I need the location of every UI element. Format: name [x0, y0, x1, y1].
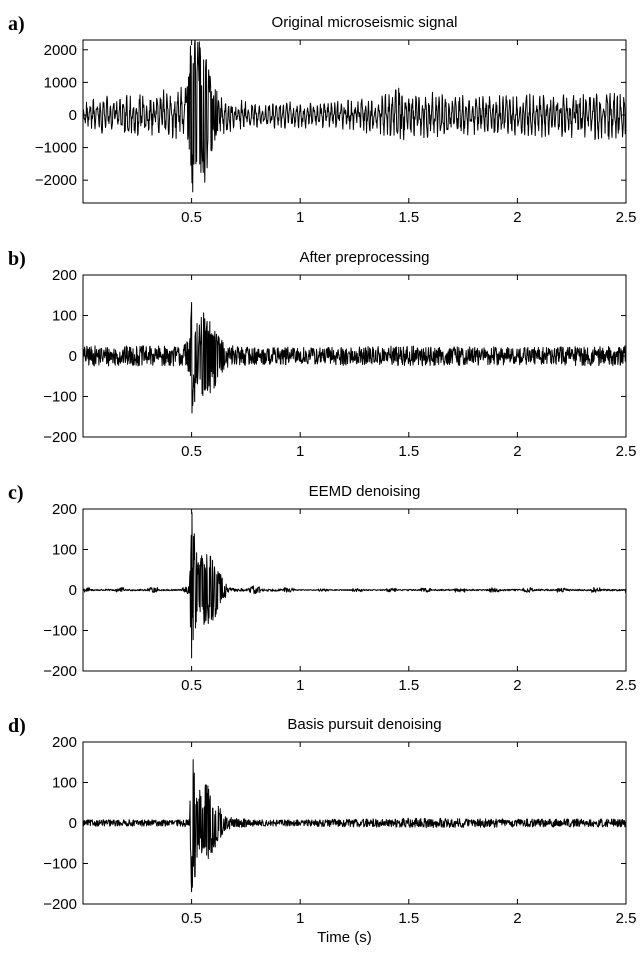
plot-frame — [82, 39, 627, 204]
panel-title: EEMD denoising — [309, 483, 421, 500]
panel-title: Original microseismic signal — [272, 14, 458, 31]
y-tick-label: 100 — [52, 308, 77, 325]
x-tick-label: 0.5 — [181, 910, 202, 927]
y-tick-label: 0 — [69, 815, 77, 832]
x-tick-label: 2 — [513, 677, 521, 694]
signal-trace — [83, 40, 626, 193]
x-tick-label: 2.5 — [616, 209, 637, 226]
y-tick-label: 2000 — [44, 42, 77, 59]
y-tick-label: −100 — [43, 623, 77, 640]
panel-1: a) Original microseismic signal 0.5 1 1.5 2 2.… — [8, 13, 636, 226]
x-tick-label: 1.5 — [398, 677, 419, 694]
panel-title: After preprocessing — [299, 249, 429, 266]
x-tick-label: 0.5 — [181, 209, 202, 226]
panel-letter: c) — [8, 482, 24, 504]
y-tick-label: 200 — [52, 734, 77, 751]
panel-4: d) Basis pursuit denoising 0.5 1 1.5 2 2.5 200 1… — [8, 715, 636, 946]
x-tick-label: 2.5 — [616, 443, 637, 460]
y-tick-label: 200 — [52, 267, 77, 284]
y-tick-label: 100 — [52, 542, 77, 559]
x-tick-label: 1.5 — [398, 910, 419, 927]
panel-letter: d) — [8, 715, 26, 737]
x-tick-label: 2 — [513, 910, 521, 927]
y-tick-label: 0 — [69, 582, 77, 599]
y-tick-label: −100 — [43, 856, 77, 873]
x-tick-label: 1 — [296, 443, 304, 460]
x-tick-label: 1 — [296, 209, 304, 226]
y-tick-label: 0 — [69, 348, 77, 365]
panel-letter: b) — [8, 248, 26, 270]
y-tick-label: 1000 — [44, 74, 77, 91]
panel-2: b) After preprocessing 0.5 1 1.5 2 2.5 200 100 0 −… — [8, 248, 636, 460]
x-tick-label: 1 — [296, 677, 304, 694]
x-tick-label: 1.5 — [398, 443, 419, 460]
x-axis-label: Time (s) — [317, 929, 371, 946]
panel-letter: a) — [8, 13, 25, 35]
y-tick-label: −1000 — [35, 140, 77, 157]
panel-3: c) EEMD denoising 0.5 1 1.5 2 2.5 200 100 0 −100 −2… — [8, 482, 636, 694]
y-tick-label: −100 — [43, 389, 77, 406]
y-tick-label: 0 — [69, 107, 77, 124]
x-tick-label: 1.5 — [398, 209, 419, 226]
y-tick-label: −200 — [43, 663, 77, 680]
y-tick-label: −200 — [43, 896, 77, 913]
x-tick-label: 2.5 — [616, 910, 637, 927]
signal-trace — [83, 512, 626, 659]
y-tick-label: 200 — [52, 501, 77, 518]
x-tick-label: 0.5 — [181, 677, 202, 694]
signal-trace — [83, 301, 626, 414]
x-tick-label: 0.5 — [181, 443, 202, 460]
x-tick-label: 2.5 — [616, 677, 637, 694]
y-tick-label: −200 — [43, 429, 77, 446]
x-tick-label: 2 — [513, 443, 521, 460]
panel-title: Basis pursuit denoising — [287, 716, 441, 733]
signal-trace — [83, 759, 626, 893]
y-tick-label: 100 — [52, 775, 77, 792]
x-tick-label: 2 — [513, 209, 521, 226]
x-tick-label: 1 — [296, 910, 304, 927]
y-tick-label: −2000 — [35, 172, 77, 189]
